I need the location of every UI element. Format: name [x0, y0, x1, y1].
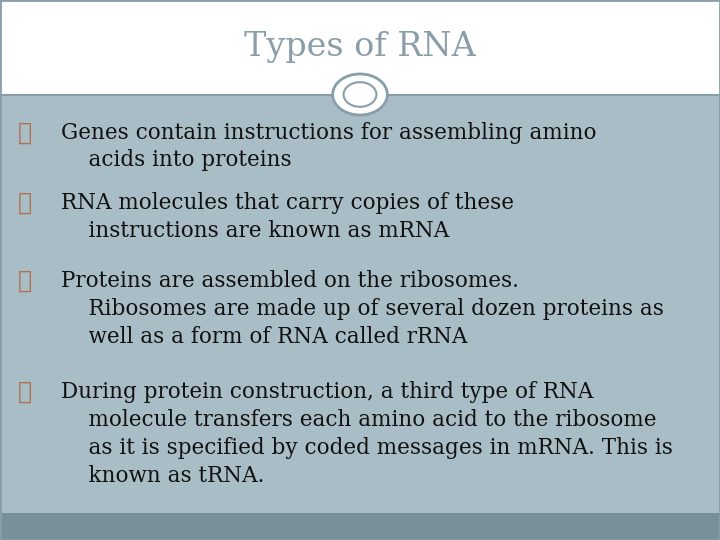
- Text: Genes contain instructions for assembling amino
    acids into proteins: Genes contain instructions for assemblin…: [61, 122, 597, 172]
- FancyBboxPatch shape: [0, 0, 720, 94]
- Text: RNA molecules that carry copies of these
    instructions are known as mRNA: RNA molecules that carry copies of these…: [61, 192, 514, 241]
- FancyBboxPatch shape: [0, 513, 720, 540]
- Circle shape: [343, 82, 377, 107]
- Text: Proteins are assembled on the ribosomes.
    Ribosomes are made up of several do: Proteins are assembled on the ribosomes.…: [61, 270, 664, 348]
- Text: Types of RNA: Types of RNA: [244, 31, 476, 63]
- Text: ❧: ❧: [18, 270, 32, 293]
- Text: During protein construction, a third type of RNA
    molecule transfers each ami: During protein construction, a third typ…: [61, 381, 673, 487]
- Circle shape: [333, 74, 387, 115]
- Text: ❧: ❧: [18, 192, 32, 215]
- Text: ❧: ❧: [18, 122, 32, 145]
- FancyBboxPatch shape: [0, 94, 720, 513]
- Text: ❧: ❧: [18, 381, 32, 404]
